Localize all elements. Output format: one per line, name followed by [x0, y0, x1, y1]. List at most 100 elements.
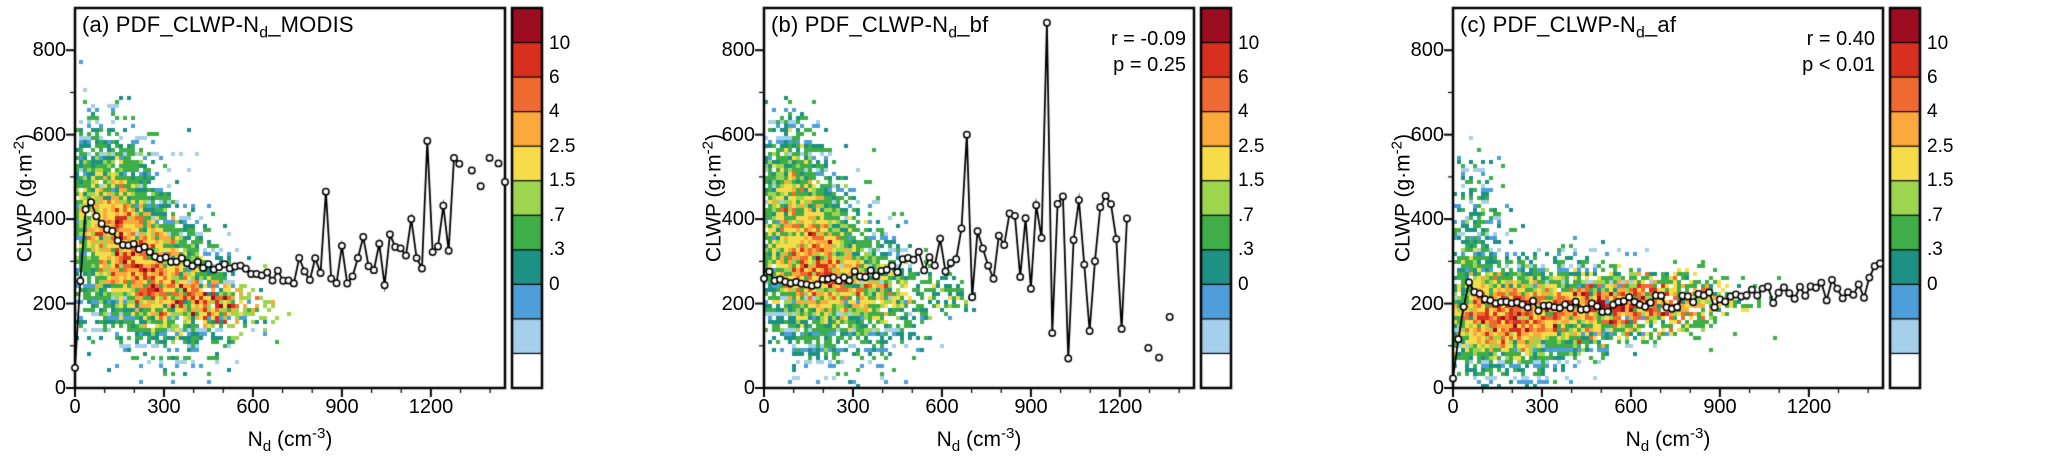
title-text: (b) PDF_CLWP-N [771, 12, 949, 37]
panel-b: (b) PDF_CLWP-Nd_bf r = -0.09 p = 0.25 0 2… [689, 0, 1378, 461]
colorbar-label: 0 [549, 274, 560, 295]
x-tick-label: 900 [1703, 396, 1737, 418]
x-axis-label-subscript: d [951, 438, 961, 456]
x-tick-label: 0 [69, 396, 81, 418]
colorbar-label: 10 [549, 33, 571, 54]
colorbar-label: .7 [1927, 205, 1943, 226]
colorbar-label: 2.5 [1927, 136, 1954, 157]
panel-c-title: (c) PDF_CLWP-Nd_af [1460, 12, 1676, 42]
title-text: (c) PDF_CLWP-N [1460, 12, 1636, 37]
x-tick-label: 300 [836, 396, 870, 418]
y-axis-label-close: ) [1391, 133, 1415, 141]
y-tick-label: 800 [721, 39, 755, 61]
x-axis-label-units: (cm [960, 428, 1001, 451]
y-tick-label: 400 [1410, 208, 1444, 230]
y-tick-label: 0 [743, 377, 755, 399]
title-subscript: d [259, 24, 269, 42]
colorbar-label: 2.5 [1238, 136, 1265, 157]
x-tick-label: 600 [1614, 396, 1648, 418]
y-tick-label: 200 [32, 293, 66, 315]
colorbar-label: 4 [1927, 101, 1938, 122]
y-axis-label-text: CLWP (g·m [13, 154, 37, 263]
colorbar-label: 2.5 [549, 136, 576, 157]
colorbar-label: .3 [1238, 239, 1254, 260]
y-axis-label-text: CLWP (g·m [1391, 154, 1415, 263]
colorbar-label: 1.5 [1238, 170, 1265, 191]
panel-b-title: (b) PDF_CLWP-Nd_bf [771, 12, 988, 42]
x-tick-label: 0 [1447, 396, 1459, 418]
x-tick-label: 0 [758, 396, 770, 418]
colorbar-label: 6 [1927, 67, 1938, 88]
x-tick-label: 1200 [408, 396, 454, 418]
x-axis-label-text: N [936, 428, 952, 451]
x-axis-label: Nd (cm-3) [248, 425, 333, 455]
colorbar-label: .3 [549, 239, 565, 260]
colorbar-label: 4 [549, 101, 560, 122]
colorbar-label: 6 [1238, 67, 1249, 88]
colorbar-label: .7 [549, 205, 565, 226]
colorbar-label: .3 [1927, 239, 1943, 260]
y-tick-label: 0 [1432, 377, 1444, 399]
panel-a-title: (a) PDF_CLWP-Nd_MODIS [82, 12, 354, 42]
colorbar-label: 1.5 [1927, 170, 1954, 191]
x-tick-label: 900 [1014, 396, 1048, 418]
y-tick-label: 600 [721, 124, 755, 146]
colorbar-label: 10 [1238, 33, 1260, 54]
y-axis-label: CLWP (g·m-2) [700, 134, 727, 262]
x-axis-label-subscript: d [1640, 438, 1650, 456]
y-tick-label: 400 [721, 208, 755, 230]
colorbar-label: 6 [549, 67, 560, 88]
y-axis-label-exponent: -2 [1388, 140, 1406, 155]
y-tick-label: 800 [32, 39, 66, 61]
x-tick-label: 600 [925, 396, 959, 418]
r-value: r = -0.09 [1110, 28, 1186, 50]
title-suffix: _MODIS [268, 12, 354, 37]
r-value: r = 0.40 [1806, 28, 1875, 50]
y-tick-label: 200 [721, 293, 755, 315]
x-tick-label: 1200 [1097, 396, 1143, 418]
y-axis-label-close: ) [702, 133, 726, 141]
title-suffix: _bf [957, 12, 989, 37]
colorbar-label: .7 [1238, 205, 1254, 226]
panel-a-plot-canvas [0, 0, 689, 461]
x-axis-label-text: N [247, 428, 263, 451]
y-axis-label-exponent: -2 [10, 140, 28, 155]
y-axis-label: CLWP (g·m-2) [11, 134, 38, 262]
panel-c: (c) PDF_CLWP-Nd_af r = 0.40 p < 0.01 0 20… [1378, 0, 2067, 461]
y-tick-label: 200 [1410, 293, 1444, 315]
panel-b-plot-canvas [689, 0, 1378, 461]
title-subscript: d [948, 24, 958, 42]
x-tick-label: 1200 [1786, 396, 1832, 418]
panel-b-annotation: r = -0.09 p = 0.25 [1111, 26, 1186, 78]
panel-c-annotation: r = 0.40 p < 0.01 [1802, 26, 1875, 78]
x-axis-label-text: N [1625, 428, 1641, 451]
p-value: p < 0.01 [1802, 54, 1875, 76]
x-axis-label-units: (cm [271, 428, 312, 451]
y-tick-label: 600 [32, 124, 66, 146]
x-axis-label-exponent: -3 [1689, 425, 1704, 442]
y-tick-label: 600 [1410, 124, 1444, 146]
y-tick-label: 400 [32, 208, 66, 230]
panel-a: (a) PDF_CLWP-Nd_MODIS 0 200 400 600 800 … [0, 0, 689, 461]
x-axis-label-exponent: -3 [311, 425, 326, 442]
y-tick-label: 0 [54, 377, 66, 399]
colorbar-label: 1.5 [549, 170, 576, 191]
colorbar-label: 0 [1238, 274, 1249, 295]
panel-c-plot-canvas [1378, 0, 2067, 461]
x-tick-label: 300 [1525, 396, 1559, 418]
x-axis-label: Nd (cm-3) [937, 425, 1022, 455]
x-tick-label: 900 [325, 396, 359, 418]
x-axis-label-close: ) [1703, 428, 1711, 451]
x-axis-label-exponent: -3 [1000, 425, 1015, 442]
p-value: p = 0.25 [1113, 54, 1186, 76]
colorbar-label: 0 [1927, 274, 1938, 295]
x-tick-label: 600 [236, 396, 270, 418]
title-subscript: d [1635, 24, 1645, 42]
x-axis-label-units: (cm [1649, 428, 1690, 451]
y-axis-label: CLWP (g·m-2) [1389, 134, 1416, 262]
x-tick-label: 300 [147, 396, 181, 418]
y-axis-label-text: CLWP (g·m [702, 154, 726, 263]
x-axis-label-close: ) [1014, 428, 1022, 451]
y-axis-label-close: ) [13, 133, 37, 141]
